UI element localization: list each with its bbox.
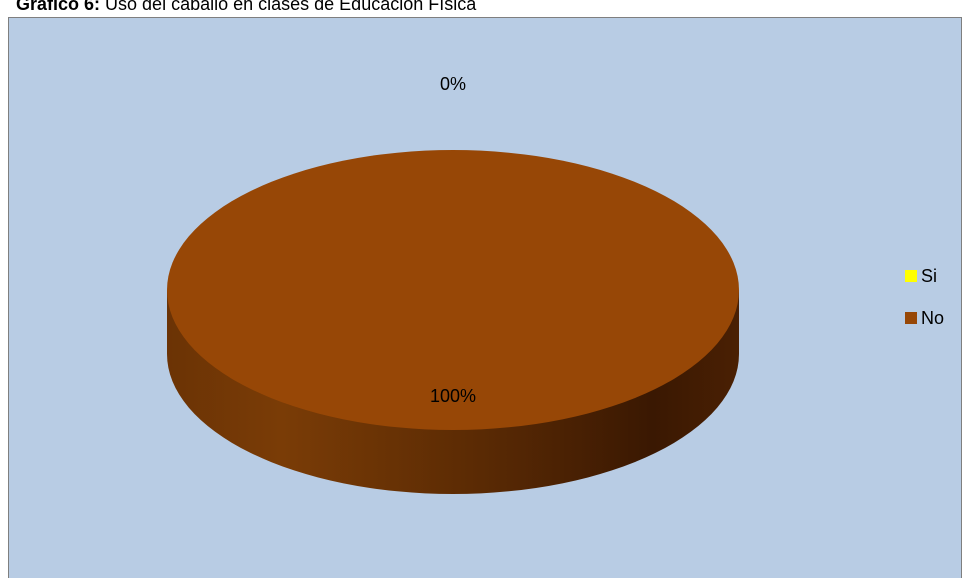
chart-area: 0% 100% Si No (8, 17, 962, 578)
caption-text: Uso del caballo en clases de Educación F… (100, 0, 477, 14)
chart-legend: Si No (905, 265, 944, 349)
data-label-no: 100% (430, 386, 476, 406)
caption-label: Gráfico 6: (16, 0, 101, 14)
legend-label-no: No (921, 307, 945, 328)
pie-chart: 0% 100% (167, 74, 739, 494)
legend-item-no: No (905, 307, 944, 329)
legend-item-si: Si (905, 265, 944, 287)
pie-slice-no (167, 150, 739, 430)
legend-swatch-si (905, 270, 917, 282)
legend-swatch-no (905, 312, 917, 324)
legend-label-si: Si (921, 265, 938, 286)
chart-caption: Gráfico 6: Uso del caballo en clases de … (16, 0, 956, 16)
data-label-si: 0% (440, 74, 466, 94)
